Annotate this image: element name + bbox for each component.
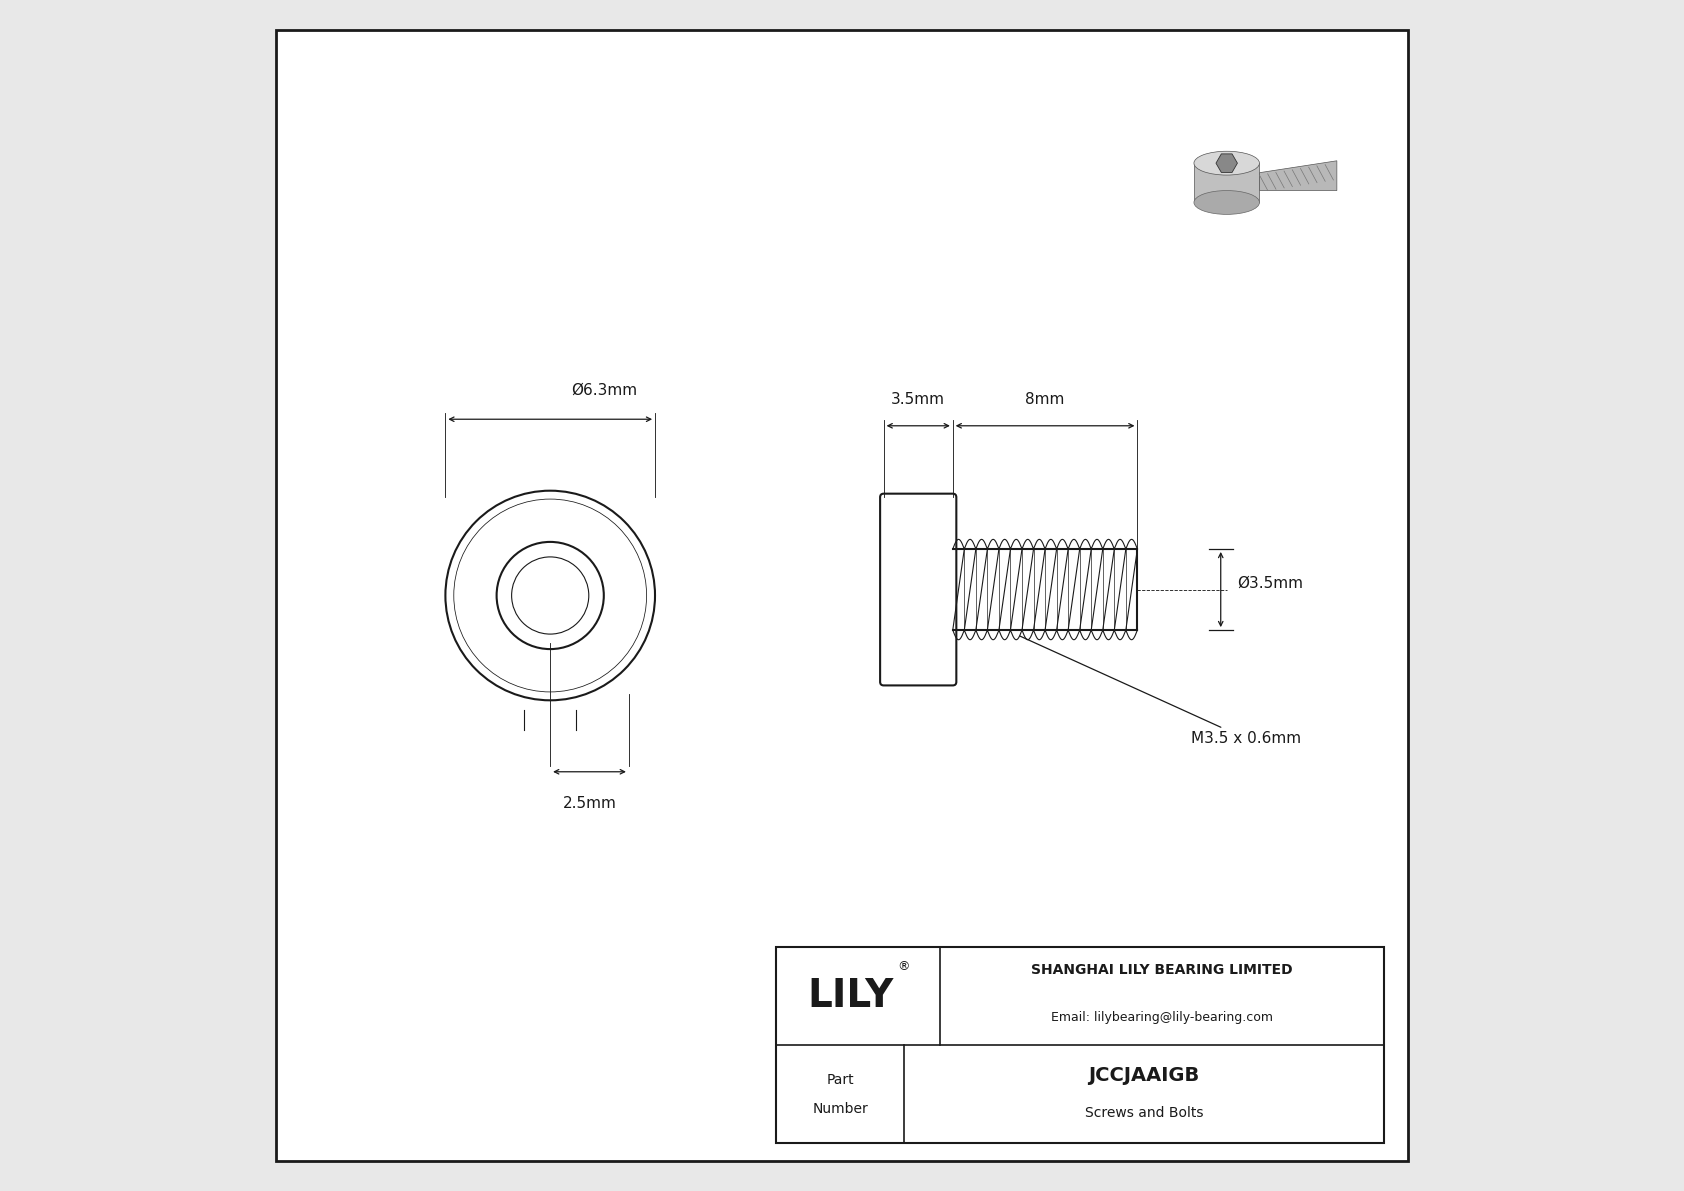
Text: Screws and Bolts: Screws and Bolts: [1084, 1106, 1204, 1121]
Text: Ø6.3mm: Ø6.3mm: [571, 382, 637, 398]
Text: 8mm: 8mm: [1026, 392, 1064, 406]
Text: M3.5 x 0.6mm: M3.5 x 0.6mm: [1021, 636, 1302, 747]
Circle shape: [497, 542, 605, 649]
Polygon shape: [1194, 163, 1260, 202]
Text: LILY: LILY: [807, 977, 893, 1015]
Text: Email: lilybearing@lily-bearing.com: Email: lilybearing@lily-bearing.com: [1051, 1011, 1273, 1024]
Text: JCCJAAIGB: JCCJAAIGB: [1088, 1066, 1199, 1085]
Text: 3.5mm: 3.5mm: [891, 392, 945, 406]
Ellipse shape: [1194, 191, 1260, 214]
Polygon shape: [1260, 161, 1337, 191]
Text: Ø3.5mm: Ø3.5mm: [1238, 576, 1303, 591]
Text: 2.5mm: 2.5mm: [562, 796, 616, 811]
Text: Number: Number: [812, 1102, 869, 1116]
Bar: [776, 947, 1384, 1143]
Text: ®: ®: [898, 960, 909, 973]
Circle shape: [445, 491, 655, 700]
Text: Part: Part: [827, 1073, 854, 1087]
FancyBboxPatch shape: [881, 493, 957, 686]
Text: SHANGHAI LILY BEARING LIMITED: SHANGHAI LILY BEARING LIMITED: [1031, 962, 1293, 977]
Ellipse shape: [1194, 151, 1260, 175]
Circle shape: [453, 499, 647, 692]
Circle shape: [512, 557, 589, 634]
